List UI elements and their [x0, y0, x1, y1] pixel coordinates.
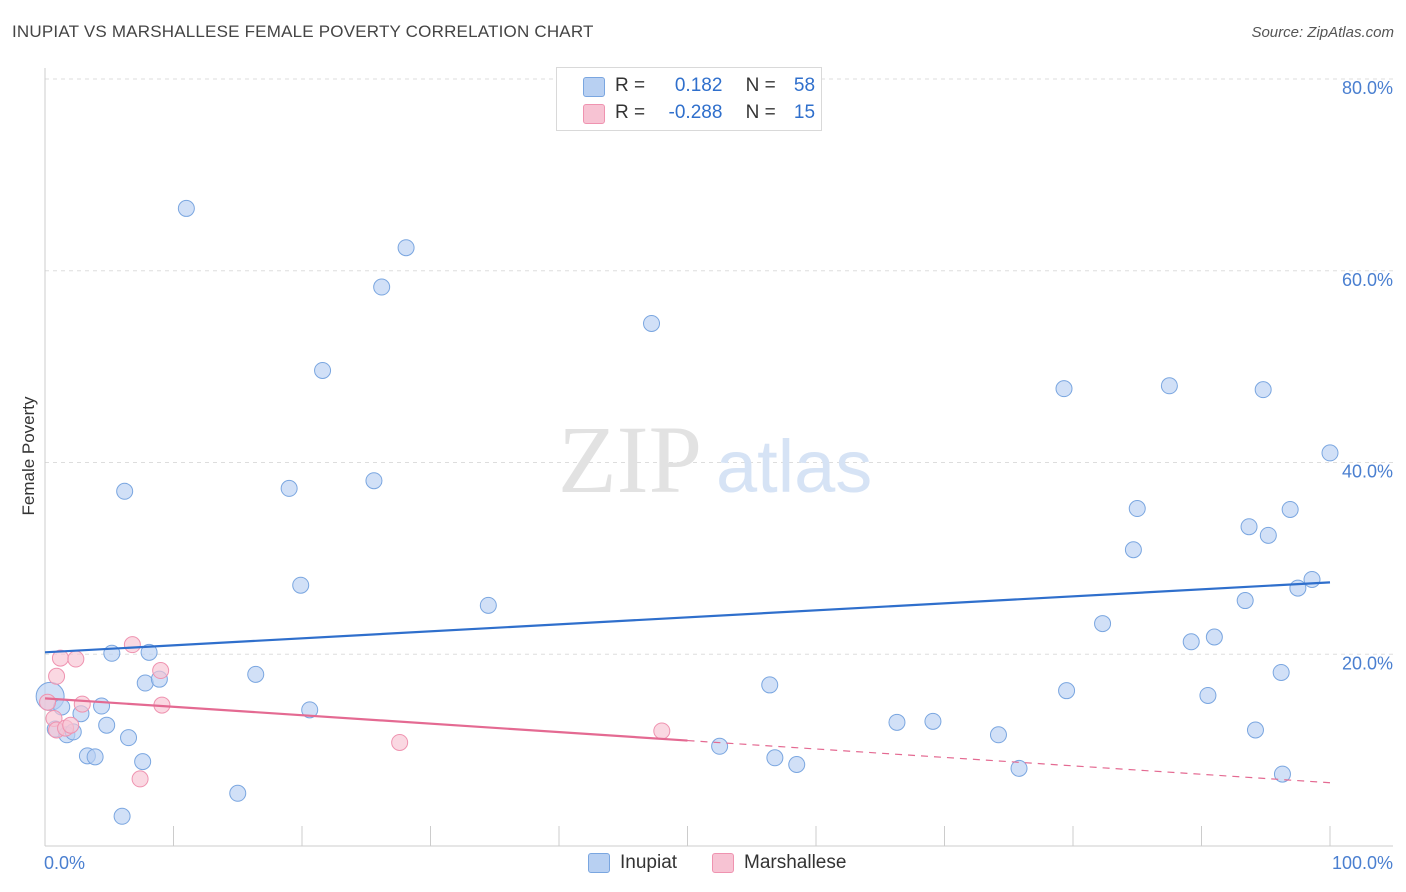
inupiat-point — [643, 314, 661, 332]
inupiat-point — [924, 712, 942, 730]
inupiat-point — [711, 737, 729, 755]
r-value: -0.288 — [668, 102, 723, 123]
chart-title: INUPIAT VS MARSHALLESE FEMALE POVERTY CO… — [12, 22, 594, 41]
y-tick-label: 60.0% — [1342, 270, 1393, 290]
inupiat-point — [1259, 526, 1277, 544]
y-tick-label: 20.0% — [1342, 653, 1393, 673]
inupiat-point — [120, 729, 138, 747]
marshallese-point — [653, 722, 671, 740]
inupiat-point — [86, 748, 104, 766]
marshallese-trend-line — [44, 697, 688, 742]
inupiat-trend-line — [44, 581, 1331, 654]
inupiat-point — [247, 665, 265, 683]
inupiat-point — [373, 278, 391, 296]
y-axis-label: Female Poverty — [19, 396, 38, 516]
inupiat-point — [1010, 759, 1028, 777]
n-value: 58 — [793, 75, 816, 96]
y-tick-labels: 20.0% 40.0% 60.0% 80.0% — [1342, 78, 1393, 673]
x-tick-min: 0.0% — [44, 853, 85, 873]
inupiat-point — [134, 753, 152, 771]
grid-lines — [45, 78, 1393, 655]
inupiat-point — [397, 239, 415, 257]
marshallese-point — [39, 693, 57, 711]
inupiat-point — [1303, 570, 1321, 588]
inupiat-point — [766, 749, 784, 767]
inupiat-point — [177, 199, 195, 217]
inupiat-point — [1124, 541, 1142, 559]
r-value: 0.182 — [674, 75, 723, 96]
n-label: N = — [745, 102, 776, 123]
marshallese-point — [67, 650, 85, 668]
y-tick-label: 80.0% — [1342, 78, 1393, 98]
inupiat-legend-label: Inupiat — [620, 852, 678, 873]
inupiat-point — [1272, 663, 1290, 681]
inupiat-point — [888, 713, 906, 731]
inupiat-point — [1289, 579, 1307, 597]
inupiat-point — [1254, 381, 1272, 399]
inupiat-point — [229, 784, 247, 802]
inupiat-point — [1094, 615, 1112, 633]
inupiat-point — [1246, 721, 1264, 739]
marshallese-point — [62, 716, 80, 734]
inupiat-point — [98, 716, 116, 734]
marshallese-legend-swatch — [712, 852, 734, 873]
inupiat-point — [1182, 633, 1200, 651]
marshallese-point — [123, 636, 141, 654]
marshallese-points — [39, 636, 671, 788]
inupiat-point — [761, 676, 779, 694]
inupiat-point — [1160, 377, 1178, 395]
marshallese-trend-extension — [687, 739, 1331, 784]
r-label: R = — [615, 75, 646, 96]
marshallese-point — [131, 770, 149, 788]
inupiat-point — [314, 361, 332, 379]
inupiat-legend-swatch — [588, 852, 610, 873]
inupiat-point — [479, 596, 497, 614]
inupiat-point — [788, 756, 806, 774]
inupiat-point — [1240, 518, 1258, 536]
marshallese-swatch — [583, 104, 605, 124]
n-value: 15 — [793, 102, 816, 123]
inupiat-point — [1236, 592, 1254, 610]
inupiat-point — [1058, 682, 1076, 700]
inupiat-point — [989, 726, 1007, 744]
inupiat-point — [136, 674, 154, 692]
inupiat-point — [1321, 444, 1339, 462]
inupiat-swatch — [583, 77, 605, 97]
correlation-legend: R = 0.182 N = 58 R = -0.288 N = 15 — [556, 67, 822, 131]
trend-lines — [44, 581, 1331, 784]
n-label: N = — [745, 75, 776, 96]
inupiat-point — [1055, 380, 1073, 398]
x-tick-max: 100.0% — [1332, 853, 1393, 873]
inupiat-point — [365, 472, 383, 490]
inupiat-point — [301, 701, 319, 719]
y-tick-label: 40.0% — [1342, 462, 1393, 482]
inupiat-point — [1281, 500, 1299, 518]
source-label: Source: ZipAtlas.com — [1251, 24, 1394, 41]
inupiat-point — [113, 807, 131, 825]
inupiat-point — [1128, 500, 1146, 518]
watermark-zip: ZIP — [558, 406, 702, 513]
legend-item-marshallese: Marshallese — [712, 852, 846, 874]
r-label: R = — [615, 102, 646, 123]
inupiat-point — [1273, 765, 1291, 783]
inupiat-point — [292, 576, 310, 594]
axes — [44, 68, 1393, 847]
inupiat-point — [140, 643, 158, 661]
inupiat-point — [116, 482, 134, 500]
watermark-atlas: atlas — [716, 425, 872, 508]
marshallese-legend-label: Marshallese — [744, 852, 847, 873]
inupiat-point — [1205, 628, 1223, 646]
inupiat-point — [1199, 686, 1217, 704]
marshallese-point — [152, 662, 170, 680]
inupiat-points — [35, 199, 1339, 825]
legend-item-inupiat: Inupiat — [588, 852, 677, 874]
marshallese-point — [73, 695, 91, 713]
inupiat-point — [280, 479, 298, 497]
inupiat-point — [93, 697, 111, 715]
marshallese-point — [391, 733, 409, 751]
marshallese-point — [48, 667, 66, 685]
